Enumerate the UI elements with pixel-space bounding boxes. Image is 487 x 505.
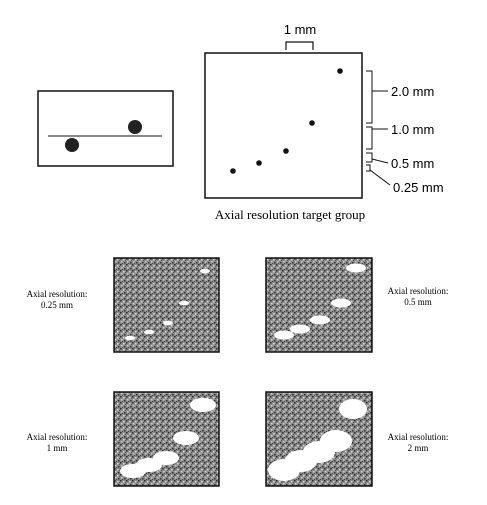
inset-frame bbox=[37, 90, 174, 167]
echo-blob bbox=[144, 329, 154, 335]
leader-05mm bbox=[371, 158, 389, 164]
spacing-bracket-2mm bbox=[366, 70, 373, 124]
spacing-label-05mm: 0.5 mm bbox=[391, 156, 434, 171]
echo-blob bbox=[153, 451, 179, 465]
panel-label-line2: 0.25 mm bbox=[41, 300, 73, 310]
spacing-label-025mm: 0.25 mm bbox=[393, 180, 444, 195]
panel-label-line1: Axial resolution: bbox=[388, 286, 449, 296]
spacing-label-1mm: 1.0 mm bbox=[391, 122, 434, 137]
echo-blob bbox=[331, 298, 351, 308]
panel-label-line1: Axial resolution: bbox=[27, 432, 88, 442]
panel-label-line2: 2 mm bbox=[408, 443, 429, 453]
echo-blob bbox=[339, 399, 367, 419]
panel-label-line1: Axial resolution: bbox=[27, 289, 88, 299]
target-dot bbox=[283, 148, 289, 154]
echo-blob bbox=[190, 398, 216, 412]
target-group: 1 mm 2.0 mm 1.0 mm 0.5 mm 0.25 mm Axial … bbox=[204, 22, 444, 222]
leader-025mm bbox=[369, 169, 391, 186]
inset-dot-high bbox=[128, 120, 142, 134]
panel-2mm: Axial resolution: 2 mm bbox=[265, 391, 449, 487]
target-dot bbox=[230, 168, 236, 174]
echo-blob bbox=[346, 263, 366, 273]
panel-label-line1: Axial resolution: bbox=[388, 432, 449, 442]
spacing-label-2mm: 2.0 mm bbox=[391, 84, 434, 99]
echo-blob bbox=[173, 431, 199, 445]
echo-blob bbox=[179, 300, 189, 306]
inset-diagram bbox=[37, 90, 174, 167]
target-dot bbox=[256, 160, 262, 166]
echo-blob bbox=[310, 315, 330, 325]
spacing-bracket-1mm bbox=[366, 126, 373, 150]
spacing-bracket-025mm bbox=[366, 164, 371, 172]
echo-blob bbox=[125, 335, 135, 341]
target-dot bbox=[337, 68, 343, 74]
panel-1mm: Axial resolution: 1 mm bbox=[27, 391, 220, 487]
panel-label-line2: 0.5 mm bbox=[404, 297, 432, 307]
panel-025mm: Axial resolution: 0.25 mm bbox=[27, 257, 220, 353]
panel-05mm: Axial resolution: 0.5 mm bbox=[265, 257, 449, 353]
panel-label-line2: 1 mm bbox=[47, 443, 68, 453]
target-dot bbox=[309, 120, 315, 126]
lateral-spacing-label: 1 mm bbox=[284, 22, 317, 37]
inset-dot-low bbox=[65, 138, 79, 152]
target-frame bbox=[204, 52, 363, 199]
echo-blob bbox=[290, 324, 310, 334]
echo-blob bbox=[200, 268, 210, 274]
echo-blob bbox=[163, 320, 173, 326]
spacing-bracket-05mm bbox=[366, 152, 373, 163]
echo-blob bbox=[274, 330, 294, 340]
echo-blob bbox=[320, 430, 352, 452]
lateral-spacing-bracket bbox=[285, 41, 314, 50]
target-group-caption: Axial resolution target group bbox=[215, 207, 365, 222]
